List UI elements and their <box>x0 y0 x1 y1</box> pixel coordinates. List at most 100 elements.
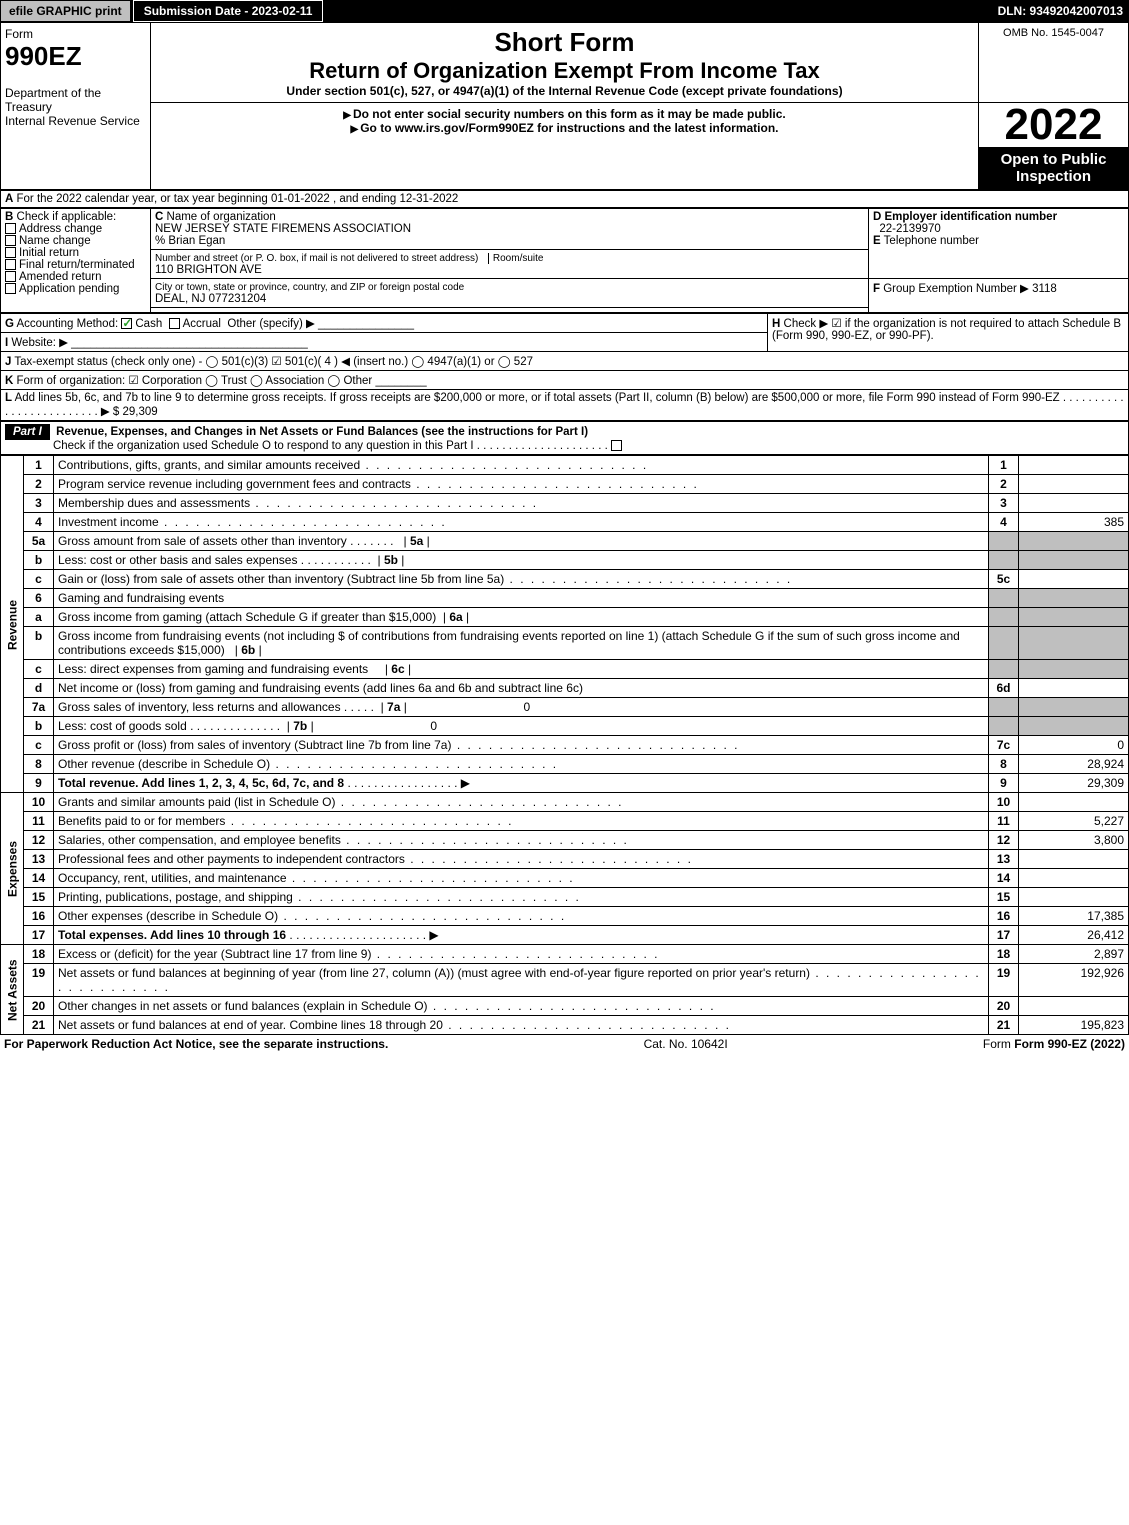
part1-check: Check if the organization used Schedule … <box>53 440 474 452</box>
chk-amended[interactable] <box>5 271 16 282</box>
room-lbl: Room/suite <box>488 253 544 264</box>
ln9-v: 29,309 <box>1019 774 1129 793</box>
ln14-d: Occupancy, rent, utilities, and maintena… <box>54 869 989 888</box>
opt-pending: Application pending <box>19 283 119 295</box>
I-label: Website: <box>11 337 56 349</box>
ln2-d: Program service revenue including govern… <box>54 475 989 494</box>
ssn-warn: Do not enter social security numbers on … <box>155 107 974 121</box>
J-text: Tax-exempt status (check only one) - ◯ 5… <box>14 356 533 368</box>
top-bar: efile GRAPHIC print Submission Date - 20… <box>0 0 1129 22</box>
box-DE: D Employer identification number 22-2139… <box>869 209 1129 279</box>
group-exemption: 3118 <box>1032 283 1057 295</box>
street: 110 BRIGHTON AVE <box>155 264 262 276</box>
C-label: Name of organization <box>167 211 276 223</box>
ln7b-n: 7b <box>293 719 307 733</box>
city: DEAL, NJ 077231204 <box>155 293 266 305</box>
ln18-v: 2,897 <box>1019 945 1129 964</box>
footer: For Paperwork Reduction Act Notice, see … <box>0 1035 1129 1053</box>
box-F: F Group Exemption Number ▶ 3118 <box>869 279 1129 313</box>
lbl-cash: Cash <box>135 318 162 330</box>
footer-pra: For Paperwork Reduction Act Notice, see … <box>4 1037 388 1051</box>
chk-schO[interactable] <box>611 440 622 451</box>
spacer <box>151 308 869 313</box>
ln6a-n: 6a <box>449 610 462 624</box>
B-label: Check if applicable: <box>17 211 117 223</box>
ln6-d: Gaming and fundraising events <box>54 589 989 608</box>
K-text: Form of organization: ☑ Corporation ◯ Tr… <box>17 375 373 387</box>
G-label: Accounting Method: <box>17 318 119 330</box>
footer-form: Form Form 990-EZ (2022) <box>983 1037 1125 1051</box>
ln17-d: Total expenses. Add lines 10 through 16 <box>58 928 286 942</box>
ln13-d: Professional fees and other payments to … <box>54 850 989 869</box>
ln5a-d: Gross amount from sale of assets other t… <box>58 534 347 548</box>
ln6b-d: Gross income from fundraising events (no… <box>58 629 960 657</box>
ln5b-n: 5b <box>384 553 398 567</box>
ln11-d: Benefits paid to or for members <box>54 812 989 831</box>
chk-pending[interactable] <box>5 283 16 294</box>
ln20-v <box>1019 997 1129 1016</box>
ln6d-d: Net income or (loss) from gaming and fun… <box>54 679 989 698</box>
chk-cash[interactable] <box>121 318 132 329</box>
chk-final[interactable] <box>5 259 16 270</box>
chk-accrual[interactable] <box>169 318 180 329</box>
ln15-v <box>1019 888 1129 907</box>
ln15-d: Printing, publications, postage, and shi… <box>54 888 989 907</box>
open-inspection: Open to Public Inspection <box>979 147 1128 189</box>
H-text: Check ▶ ☑ if the organization is not req… <box>772 318 1121 342</box>
header-table: Form 990EZ Department of the Treasury In… <box>0 22 1129 190</box>
ln5b-d: Less: cost or other basis and sales expe… <box>58 553 297 567</box>
form-label: Form <box>5 27 33 41</box>
ln4-v: 385 <box>1019 513 1129 532</box>
chk-address[interactable] <box>5 223 16 234</box>
street-lbl: Number and street (or P. O. box, if mail… <box>155 253 478 264</box>
ln21-v: 195,823 <box>1019 1016 1129 1035</box>
ln21-d: Net assets or fund balances at end of ye… <box>54 1016 989 1035</box>
ln5c-v <box>1019 570 1129 589</box>
ln3-v <box>1019 494 1129 513</box>
city-lbl: City or town, state or province, country… <box>155 282 464 293</box>
omb-cell: OMB No. 1545-0047 <box>979 23 1129 103</box>
ln4-d: Investment income <box>54 513 989 532</box>
ln16-v: 17,385 <box>1019 907 1129 926</box>
opt-name: Name change <box>19 235 91 247</box>
box-B: B Check if applicable: Address change Na… <box>1 209 151 313</box>
care-of: % Brian Egan <box>155 235 225 247</box>
dln: DLN: 93492042007013 <box>998 4 1129 18</box>
ln1-num: 1 <box>24 456 54 475</box>
row-L: L Add lines 5b, 6c, and 7b to line 9 to … <box>1 390 1129 421</box>
opt-initial: Initial return <box>19 247 79 259</box>
E-label: Telephone number <box>884 235 979 247</box>
ln7b-d: Less: cost of goods sold <box>58 719 187 733</box>
row-A-text: For the 2022 calendar year, or tax year … <box>17 193 459 205</box>
D-label: Employer identification number <box>885 211 1058 223</box>
L-text: Add lines 5b, 6c, and 7b to line 9 to de… <box>15 392 1060 404</box>
goto-link[interactable]: Go to www.irs.gov/Form990EZ for instruct… <box>155 121 974 135</box>
lines-table: Revenue 1Contributions, gifts, grants, a… <box>0 455 1129 1035</box>
L-amount: $ 29,309 <box>113 406 158 418</box>
year-cell: 2022 Open to Public Inspection <box>979 103 1129 190</box>
submission-date: Submission Date - 2023-02-11 <box>133 0 324 22</box>
irs: Internal Revenue Service <box>5 114 140 128</box>
footer-cat: Cat. No. 10642I <box>644 1037 728 1051</box>
part1-tab: Part I <box>5 424 50 440</box>
title: Return of Organization Exempt From Incom… <box>155 58 974 84</box>
chk-name[interactable] <box>5 235 16 246</box>
ln8-v: 28,924 <box>1019 755 1129 774</box>
header-mid2: Do not enter social security numbers on … <box>151 103 979 190</box>
ln17-v: 26,412 <box>1019 926 1129 945</box>
ln10-d: Grants and similar amounts paid (list in… <box>54 793 989 812</box>
part1-header: Part I Revenue, Expenses, and Changes in… <box>1 422 1129 455</box>
side-revenue: Revenue <box>1 456 24 793</box>
row-H: H Check ▶ ☑ if the organization is not r… <box>768 314 1129 352</box>
lbl-accrual: Accrual <box>183 318 221 330</box>
chk-initial[interactable] <box>5 247 16 258</box>
ln7c-d: Gross profit or (loss) from sales of inv… <box>54 736 989 755</box>
ln8-d: Other revenue (describe in Schedule O) <box>54 755 989 774</box>
ln9-d: Total revenue. Add lines 1, 2, 3, 4, 5c,… <box>58 776 344 790</box>
efile-print-button[interactable]: efile GRAPHIC print <box>0 0 131 22</box>
ln5a-n: 5a <box>410 534 423 548</box>
ln11-v: 5,227 <box>1019 812 1129 831</box>
opt-address: Address change <box>19 223 102 235</box>
ln7a-v: 0 <box>410 700 530 714</box>
ln16-d: Other expenses (describe in Schedule O) <box>54 907 989 926</box>
